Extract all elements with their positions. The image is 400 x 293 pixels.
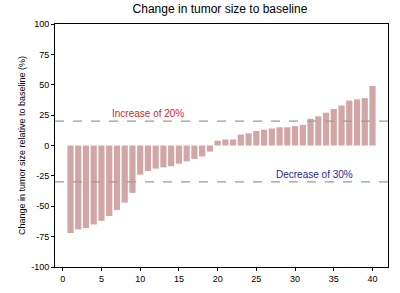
svg-text:5: 5 bbox=[99, 274, 104, 284]
svg-text:-25: -25 bbox=[36, 171, 49, 181]
svg-text:25: 25 bbox=[251, 274, 261, 284]
svg-text:Change in tumor size relative: Change in tumor size relative to baselin… bbox=[17, 56, 27, 235]
svg-text:35: 35 bbox=[329, 274, 339, 284]
svg-text:0: 0 bbox=[44, 141, 49, 151]
svg-text:-50: -50 bbox=[36, 201, 49, 211]
svg-text:30: 30 bbox=[290, 274, 300, 284]
svg-text:75: 75 bbox=[39, 50, 49, 60]
svg-text:20: 20 bbox=[213, 274, 223, 284]
svg-text:Increase of 20%: Increase of 20% bbox=[112, 108, 184, 119]
svg-text:-100: -100 bbox=[31, 262, 49, 272]
svg-text:Change in tumor size to baseli: Change in tumor size to baseline bbox=[133, 2, 308, 16]
svg-text:Decrease of 30%: Decrease of 30% bbox=[276, 169, 353, 180]
svg-text:100: 100 bbox=[34, 19, 49, 29]
svg-text:0: 0 bbox=[60, 274, 65, 284]
svg-text:15: 15 bbox=[174, 274, 184, 284]
svg-text:-75: -75 bbox=[36, 232, 49, 242]
svg-text:10: 10 bbox=[135, 274, 145, 284]
svg-text:40: 40 bbox=[368, 274, 378, 284]
svg-text:50: 50 bbox=[39, 80, 49, 90]
svg-text:25: 25 bbox=[39, 110, 49, 120]
